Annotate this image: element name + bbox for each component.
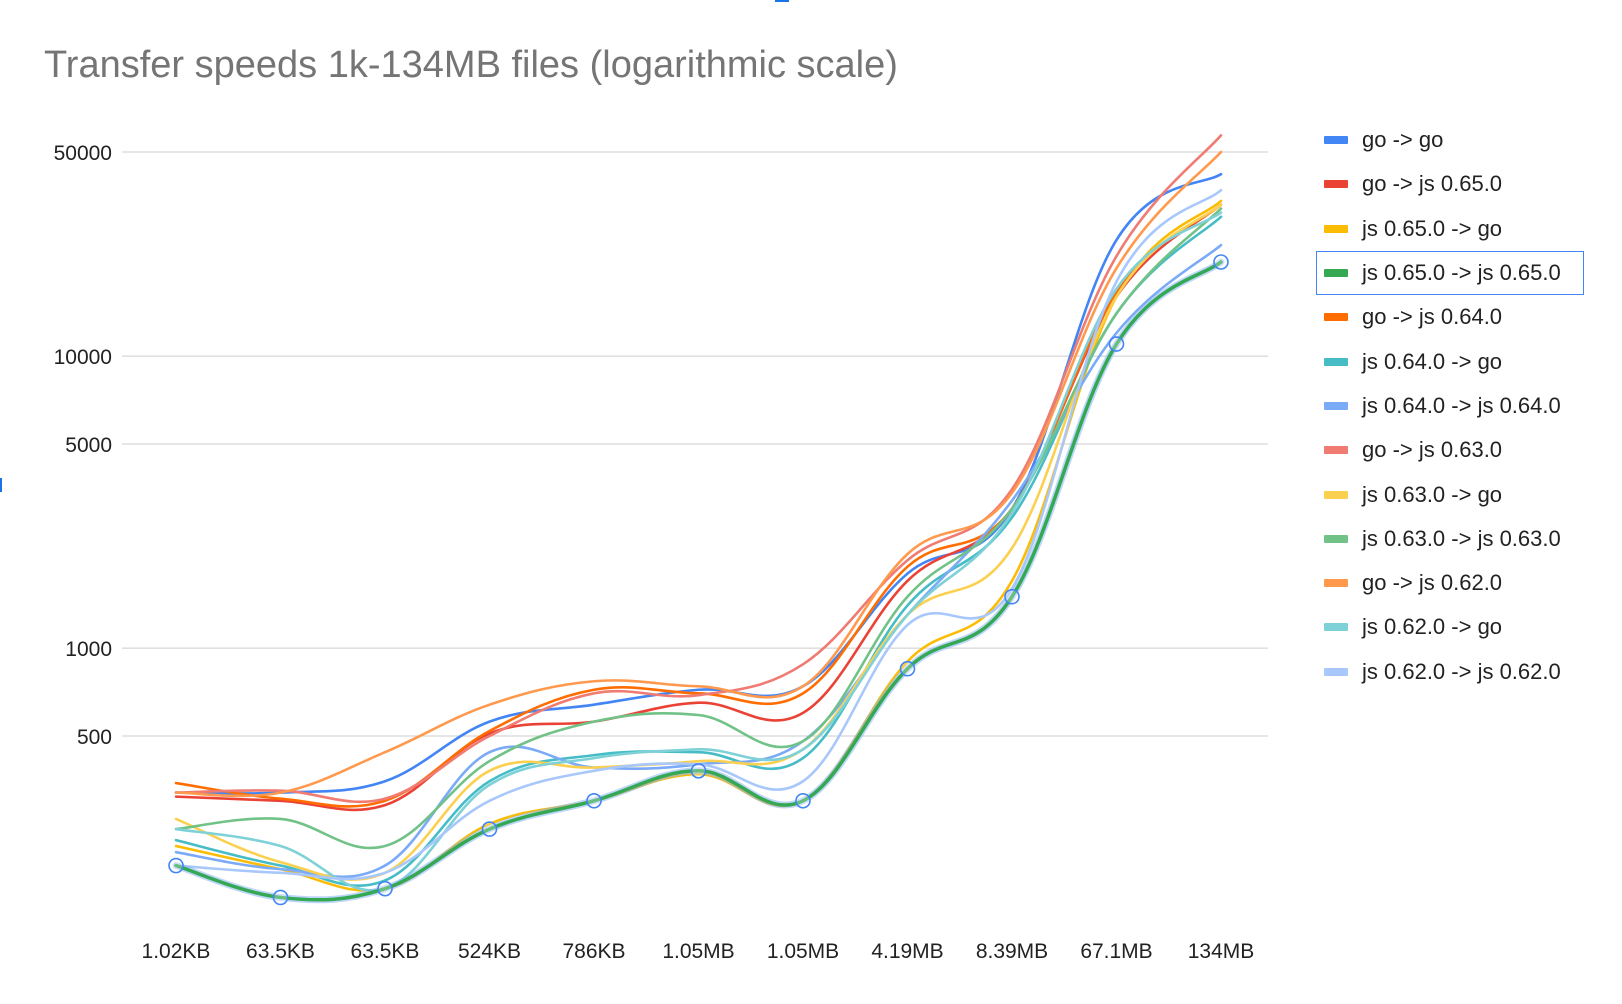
chart-title: Transfer speeds 1k-134MB files (logarith… bbox=[44, 44, 898, 86]
data-point-marker bbox=[795, 792, 811, 809]
series-line bbox=[174, 211, 1223, 892]
legend-swatch bbox=[1324, 667, 1348, 676]
data-point-marker bbox=[481, 821, 498, 837]
series-line bbox=[174, 172, 1223, 795]
data-point-marker bbox=[168, 857, 184, 874]
legend-label: js 0.65.0 -> go bbox=[1362, 215, 1503, 241]
x-tick-label: 1.05MB bbox=[767, 940, 839, 963]
x-tick-label: 786KB bbox=[562, 940, 625, 963]
legend-label: js 0.62.0 -> js 0.62.0 bbox=[1362, 658, 1561, 684]
legend-item[interactable]: js 0.62.0 -> go bbox=[1322, 605, 1602, 649]
legend-swatch bbox=[1324, 313, 1348, 322]
chart-legend: go -> go go -> js 0.65.0 js 0.65.0 -> go js… bbox=[1316, 118, 1602, 694]
legend-label: go -> js 0.64.0 bbox=[1362, 304, 1503, 330]
legend-item[interactable]: js 0.64.0 -> js 0.64.0 bbox=[1322, 384, 1602, 428]
x-tick-label: 134MB bbox=[1188, 940, 1255, 963]
x-tick-label: 8.39MB bbox=[976, 940, 1048, 963]
legend-swatch bbox=[1324, 136, 1348, 145]
y-tick-label: 50000 bbox=[54, 142, 112, 165]
selected-series-highlight bbox=[172, 258, 1225, 904]
data-point-marker bbox=[690, 763, 707, 779]
legend-item[interactable]: go -> go bbox=[1322, 118, 1602, 162]
data-point-marker bbox=[586, 792, 602, 809]
legend-item[interactable]: go -> js 0.64.0 bbox=[1322, 295, 1602, 339]
data-point-marker bbox=[1004, 588, 1020, 605]
x-tick-label: 63.5KB bbox=[246, 940, 315, 963]
y-tick-label: 500 bbox=[77, 726, 112, 749]
legend-label: js 0.64.0 -> go bbox=[1362, 348, 1503, 374]
legend-label: js 0.64.0 -> js 0.64.0 bbox=[1362, 392, 1561, 418]
data-point-marker bbox=[899, 660, 916, 677]
series-line bbox=[174, 207, 1223, 850]
legend-swatch bbox=[1324, 446, 1348, 455]
x-tick-label: 67.1MB bbox=[1080, 940, 1152, 963]
series-line bbox=[174, 150, 1223, 798]
series-line bbox=[174, 199, 1223, 892]
y-tick-label: 5000 bbox=[65, 434, 112, 457]
y-tick-label: 1000 bbox=[65, 638, 112, 661]
series-line bbox=[174, 134, 1223, 804]
legend-item[interactable]: js 0.65.0 -> js 0.65.0 bbox=[1316, 250, 1602, 296]
data-point-marker bbox=[377, 880, 393, 897]
legend-item[interactable]: js 0.62.0 -> js 0.62.0 bbox=[1322, 650, 1602, 694]
series-line bbox=[174, 243, 1223, 879]
legend-item[interactable]: go -> js 0.62.0 bbox=[1322, 561, 1602, 605]
legend-item[interactable]: go -> js 0.65.0 bbox=[1322, 162, 1602, 206]
data-point-marker bbox=[272, 889, 289, 906]
legend-swatch bbox=[1324, 224, 1348, 233]
legend-swatch bbox=[1324, 579, 1348, 588]
x-tick-label: 1.05MB bbox=[662, 940, 734, 963]
x-tick-label: 1.02KB bbox=[142, 940, 211, 963]
legend-swatch bbox=[1324, 269, 1348, 278]
legend-label: js 0.63.0 -> go bbox=[1362, 481, 1503, 507]
legend-item[interactable]: go -> js 0.63.0 bbox=[1322, 428, 1602, 472]
series-lines bbox=[172, 134, 1225, 904]
legend-item[interactable]: js 0.64.0 -> go bbox=[1322, 339, 1602, 383]
x-tick-label: 63.5KB bbox=[351, 940, 420, 963]
series-line bbox=[174, 215, 1223, 887]
legend-swatch bbox=[1324, 534, 1348, 543]
legend-label: js 0.65.0 -> js 0.65.0 bbox=[1362, 260, 1561, 286]
series-line bbox=[174, 188, 1223, 881]
legend-item[interactable]: js 0.63.0 -> go bbox=[1322, 472, 1602, 516]
data-point-marker bbox=[1108, 336, 1125, 352]
legend-label: go -> js 0.62.0 bbox=[1362, 570, 1503, 596]
legend-swatch bbox=[1324, 401, 1348, 410]
series-line bbox=[174, 203, 1223, 812]
legend-swatch bbox=[1324, 623, 1348, 632]
legend-label: go -> js 0.63.0 bbox=[1362, 437, 1503, 463]
legend-label: go -> go bbox=[1362, 127, 1444, 153]
x-tick-label: 524KB bbox=[458, 940, 521, 963]
top-edge-marker bbox=[775, 0, 789, 2]
legend-swatch bbox=[1324, 180, 1348, 189]
legend-label: js 0.63.0 -> js 0.63.0 bbox=[1362, 525, 1561, 551]
legend-item[interactable]: js 0.63.0 -> js 0.63.0 bbox=[1322, 517, 1602, 561]
legend-swatch bbox=[1324, 357, 1348, 366]
left-edge-marker bbox=[0, 478, 2, 492]
y-tick-label: 10000 bbox=[54, 346, 112, 369]
x-tick-label: 4.19MB bbox=[871, 940, 943, 963]
series-line-selected bbox=[174, 260, 1223, 902]
legend-label: go -> js 0.65.0 bbox=[1362, 171, 1503, 197]
legend-swatch bbox=[1324, 490, 1348, 499]
legend-label: js 0.62.0 -> go bbox=[1362, 614, 1503, 640]
data-point-marker bbox=[1213, 254, 1229, 270]
legend-item[interactable]: js 0.65.0 -> go bbox=[1322, 207, 1602, 251]
